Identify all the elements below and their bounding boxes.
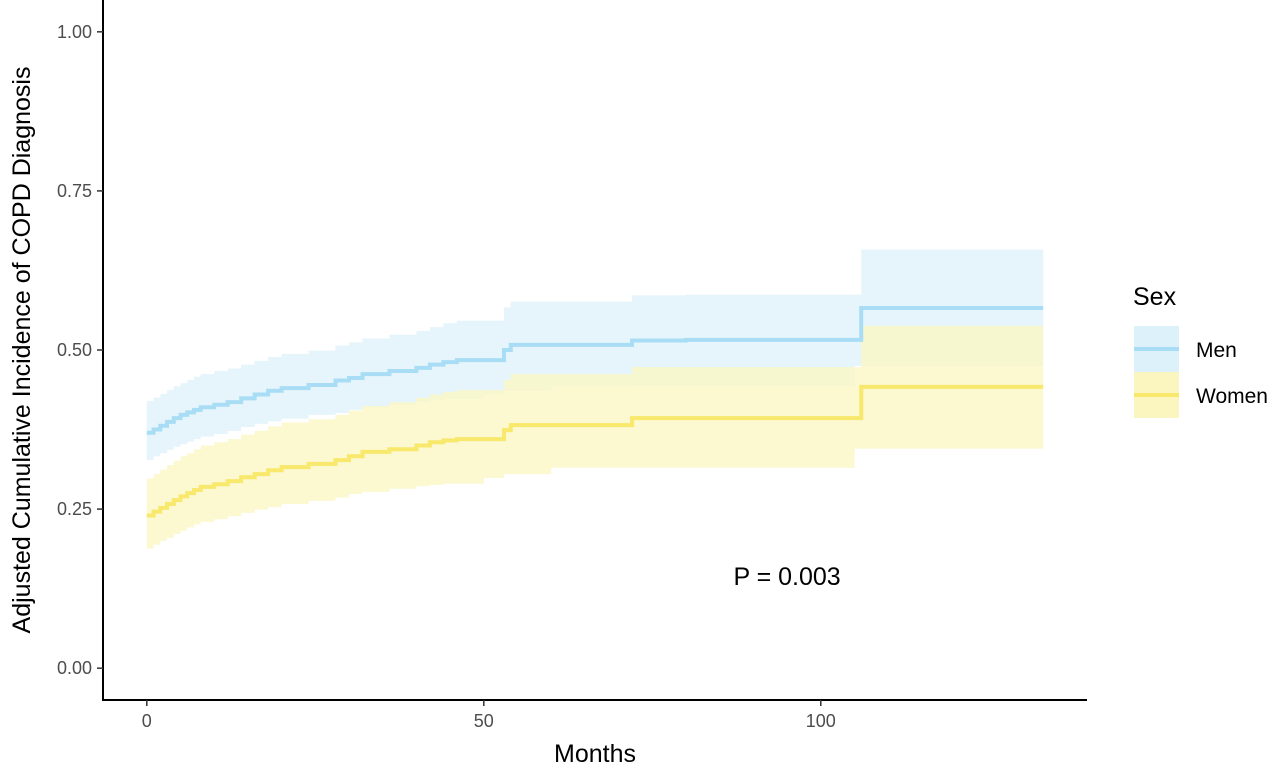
legend-item-men: Men [1134, 326, 1237, 372]
y-axis-ticks: 0.00 0.25 0.50 0.75 1.00 [57, 22, 103, 678]
legend-title: Sex [1133, 283, 1177, 311]
y-tick-label: 0.75 [57, 181, 92, 201]
x-tick-label: 0 [142, 711, 152, 731]
x-axis-title: Months [554, 740, 636, 768]
y-tick-label: 1.00 [57, 22, 92, 42]
x-tick-label: 50 [474, 711, 494, 731]
y-axis-title: Adjusted Cumulative Incidence of COPD Di… [8, 67, 36, 634]
series-line-women [146, 384, 1044, 518]
series-line-men [146, 306, 1044, 435]
x-tick-label: 100 [806, 711, 836, 731]
legend: Sex Men Women [1133, 283, 1268, 418]
ci-band-women [146, 325, 1044, 553]
y-tick-label: 0.50 [57, 340, 92, 360]
legend-items: Men Women [1134, 326, 1268, 418]
legend-item-women: Women [1134, 372, 1268, 418]
y-tick-label: 0.00 [57, 658, 92, 678]
confidence-bands [146, 249, 1044, 553]
y-tick-label: 0.25 [57, 499, 92, 519]
legend-label-men: Men [1196, 339, 1237, 362]
ci-band-men [146, 249, 1044, 464]
p-value-annotation: P = 0.003 [733, 563, 840, 591]
series-lines [146, 306, 1044, 518]
x-axis-ticks: 0 50 100 [142, 700, 836, 731]
axes: 0.00 0.25 0.50 0.75 1.00 0 50 100 [57, 0, 1087, 731]
legend-label-women: Women [1196, 385, 1268, 408]
